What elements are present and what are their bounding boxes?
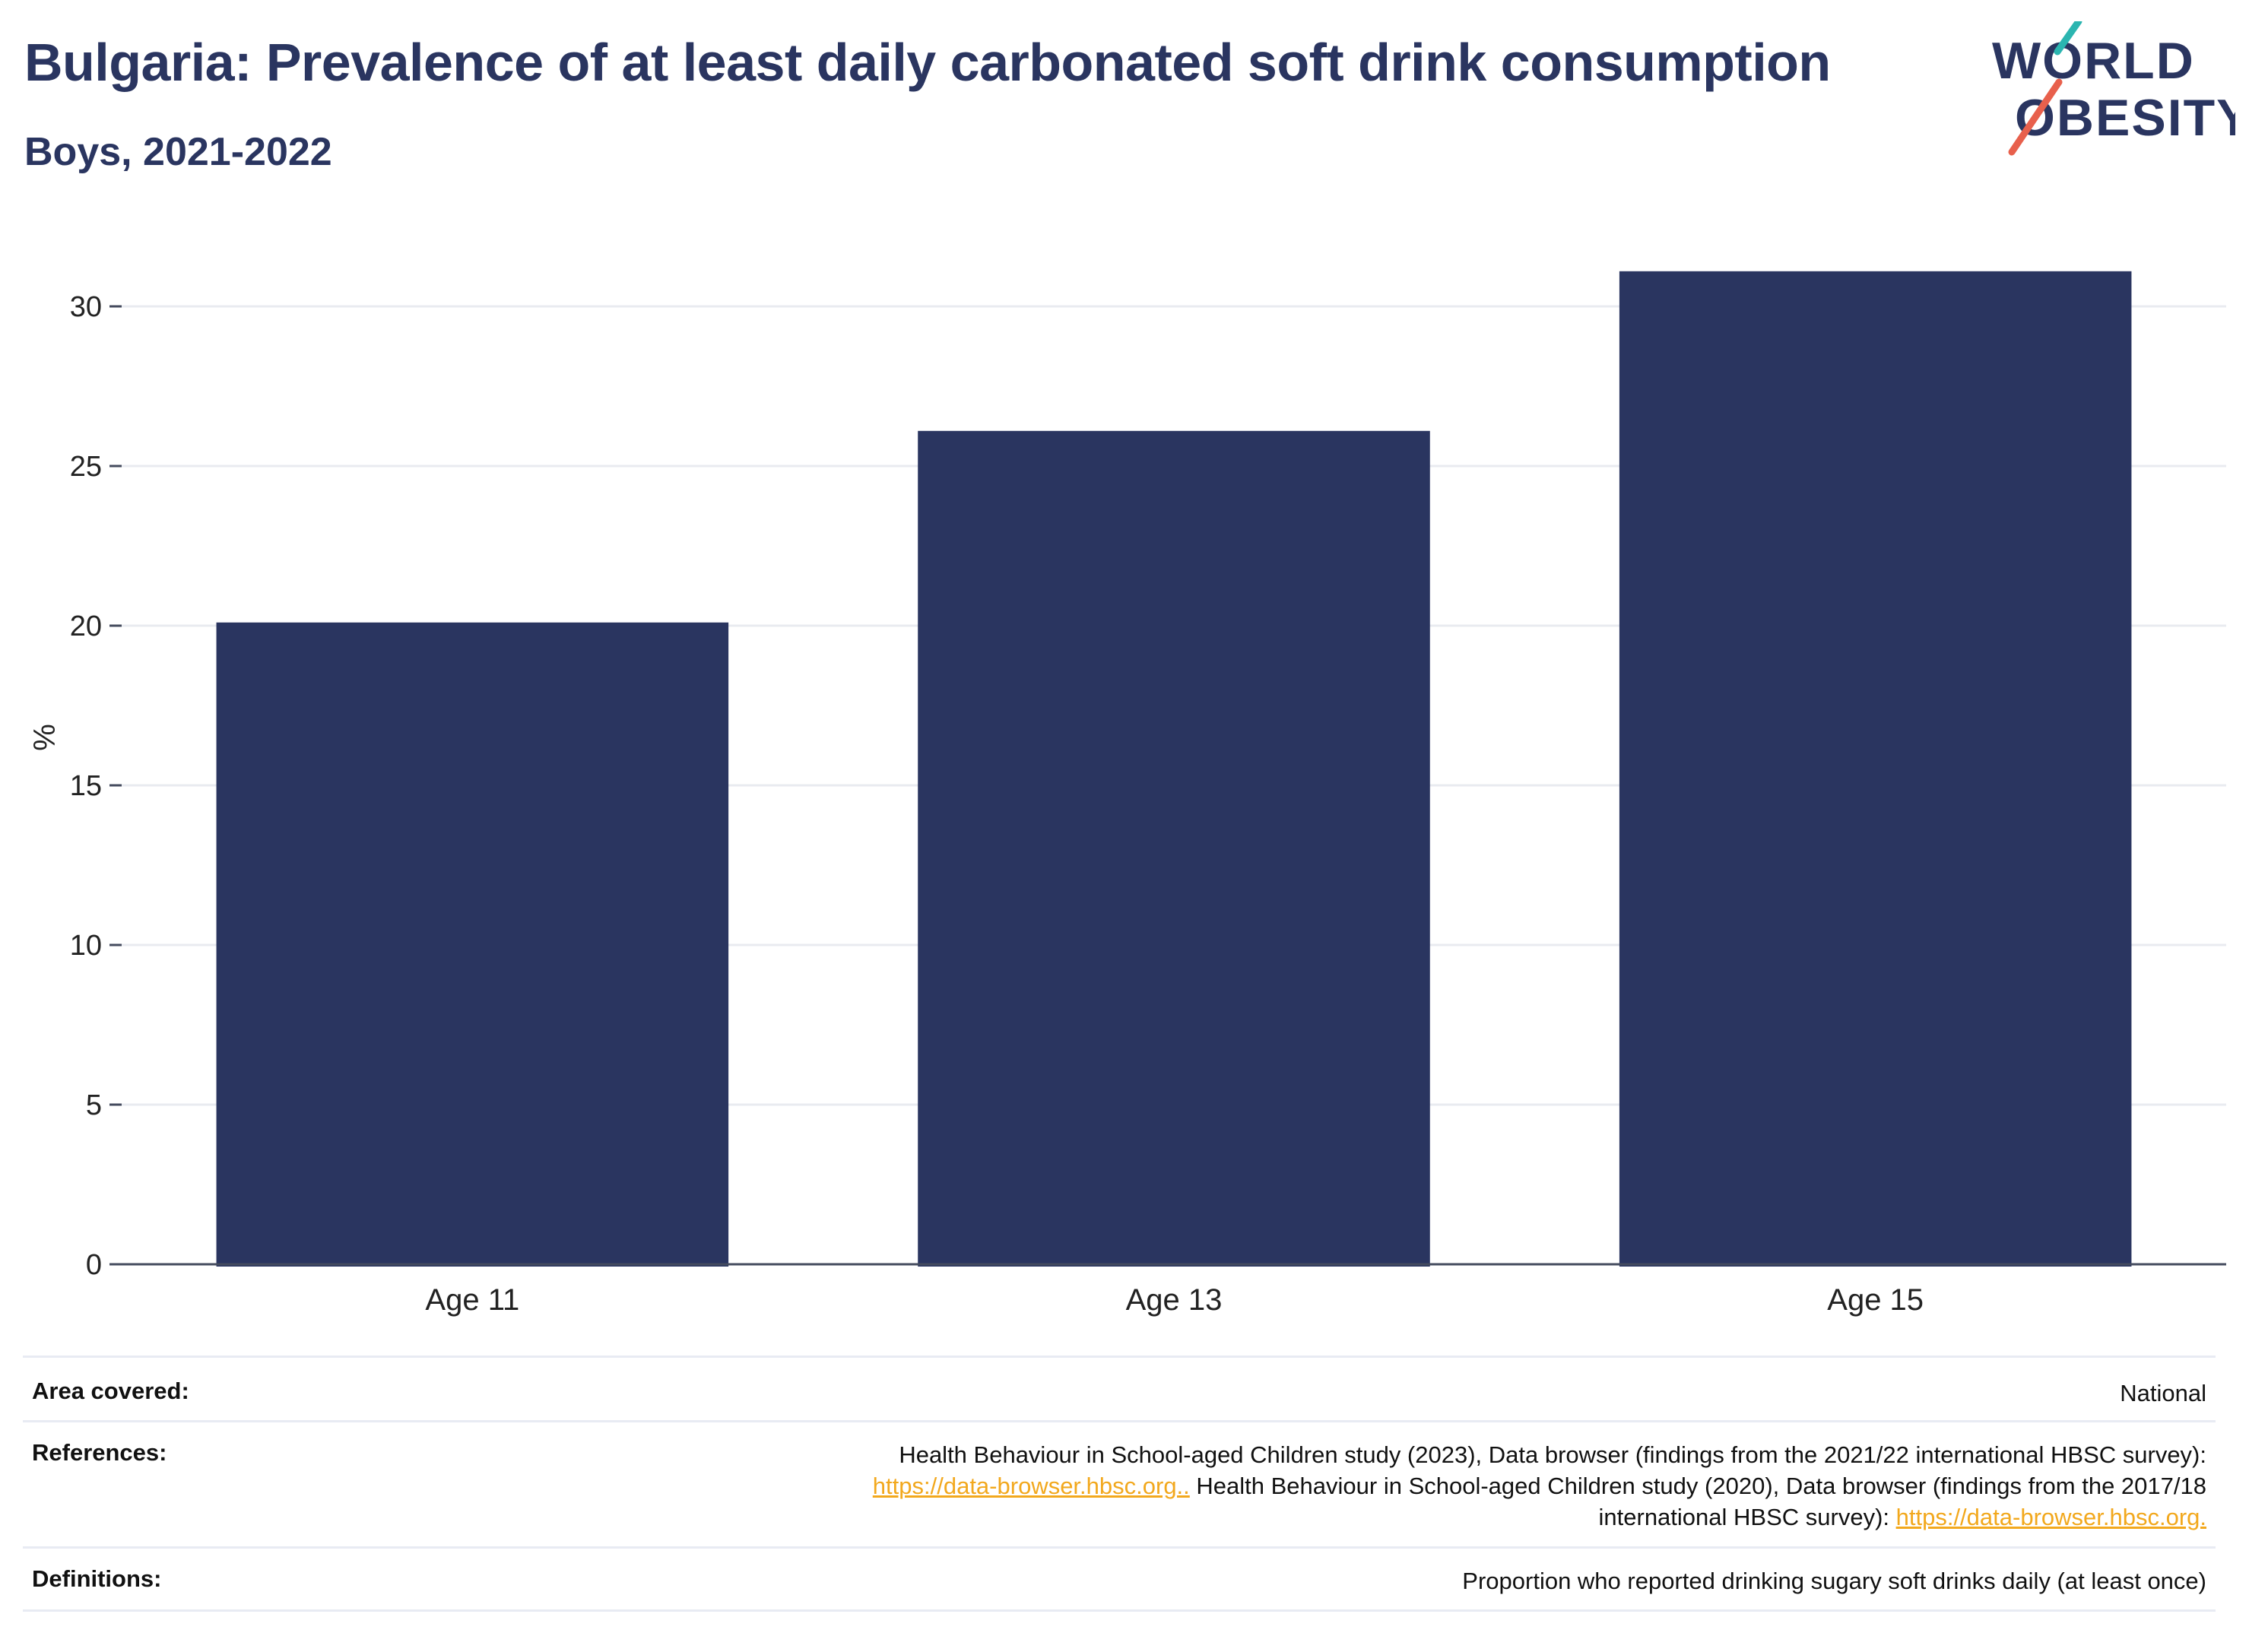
- y-tick-label: 10: [70, 930, 102, 962]
- y-tick-label: 0: [86, 1249, 102, 1281]
- y-axis-ticks: 0 5 10 15 20 25 30: [70, 291, 122, 1281]
- area-covered-label: Area covered:: [32, 1378, 189, 1404]
- definitions-row: Definitions: Proportion who reported dri…: [23, 1546, 2216, 1612]
- bar[interactable]: [216, 622, 729, 1267]
- x-axis-ticks: Age 11 Age 13 Age 15: [425, 1283, 1924, 1317]
- y-tick-label: 15: [70, 770, 102, 802]
- bar[interactable]: [1619, 271, 2132, 1267]
- bar-chart: 0 5 10 15 20 25 30 Age 11 Age 13 Age 15 %: [28, 271, 2226, 1317]
- world-obesity-logo: WORLD OBESITY: [1992, 21, 2235, 156]
- reference-text-3: international HBSC survey):: [1598, 1504, 1896, 1530]
- y-tick-label: 5: [86, 1089, 102, 1121]
- y-tick-label: 20: [70, 610, 102, 642]
- x-tick-label: Age 13: [1126, 1283, 1223, 1317]
- references-value: Health Behaviour in School-aged Children…: [873, 1439, 2206, 1533]
- logo-line-1: WORLD: [1992, 32, 2195, 90]
- references-row: References: Health Behaviour in School-a…: [23, 1420, 2216, 1546]
- chart-metadata-table: Area covered: National References: Healt…: [23, 1356, 2216, 1612]
- chart-title: Bulgaria: Prevalence of at least daily c…: [24, 33, 1831, 92]
- logo-slash-top: [2054, 21, 2082, 55]
- bar[interactable]: [918, 430, 1430, 1267]
- area-covered-value: National: [2120, 1380, 2206, 1406]
- reference-text-1: Health Behaviour in School-aged Children…: [899, 1441, 2206, 1468]
- reference-link-1[interactable]: https://data-browser.hbsc.org..: [872, 1473, 1190, 1499]
- chart-subtitle: Boys, 2021-2022: [24, 130, 332, 174]
- reference-text-2: Health Behaviour in School-aged Children…: [1189, 1473, 2206, 1499]
- x-tick-label: Age 15: [1827, 1283, 1924, 1317]
- definitions-value: Proportion who reported drinking sugary …: [1462, 1568, 2206, 1594]
- area-covered-row: Area covered: National: [23, 1356, 2216, 1420]
- reference-link-2[interactable]: https://data-browser.hbsc.org.: [1895, 1504, 2206, 1530]
- logo-slash-bottom: [2008, 78, 2063, 156]
- definitions-label: Definitions:: [32, 1565, 162, 1592]
- bars: [216, 271, 2132, 1267]
- y-tick-label: 25: [70, 451, 102, 483]
- y-tick-label: 30: [70, 291, 102, 323]
- y-axis-label: %: [28, 724, 62, 751]
- x-tick-label: Age 11: [425, 1283, 519, 1317]
- references-label: References:: [32, 1439, 167, 1466]
